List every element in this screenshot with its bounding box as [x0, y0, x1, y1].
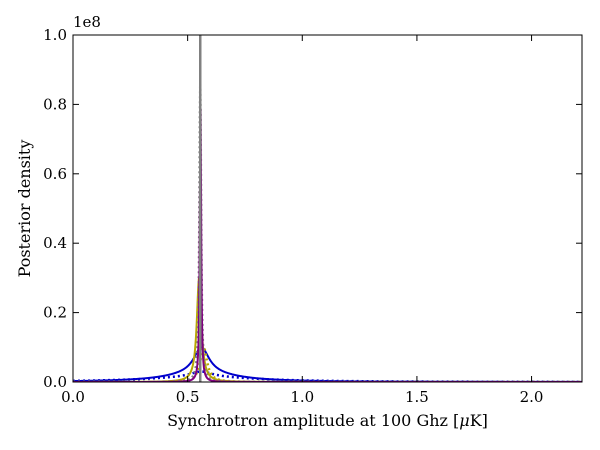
x-axis: 0.0 0.5 1.0 1.5 2.0: [61, 35, 543, 406]
y-tick-label: 0.6: [43, 165, 67, 183]
x-axis-label-unit: K]: [470, 411, 488, 430]
x-tick-label: 0.5: [176, 388, 200, 406]
x-axis-label: Synchrotron amplitude at 100 Ghz [μK]: [167, 411, 488, 430]
y-tick-label: 0.4: [43, 234, 67, 252]
y-tick-label: 0.8: [43, 95, 67, 113]
x-tick-label: 1.5: [405, 388, 429, 406]
x-axis-label-main: Synchrotron amplitude at 100 Ghz [: [167, 411, 459, 430]
x-tick-label: 1.0: [290, 388, 314, 406]
y-axis: 0.0 0.2 0.4 0.6 0.8 1.0: [43, 26, 582, 391]
x-tick-label: 0.0: [61, 388, 85, 406]
x-tick-label: 2.0: [520, 388, 544, 406]
y-tick-label: 0.2: [43, 304, 67, 322]
plot-frame: [72, 34, 583, 383]
y-tick-label: 1.0: [43, 26, 67, 44]
y-tick-label: 0.0: [43, 373, 67, 391]
x-axis-label-mu: μ: [459, 411, 469, 430]
y-scale-note: 1e8: [73, 13, 101, 31]
y-axis-label: Posterior density: [15, 140, 34, 278]
